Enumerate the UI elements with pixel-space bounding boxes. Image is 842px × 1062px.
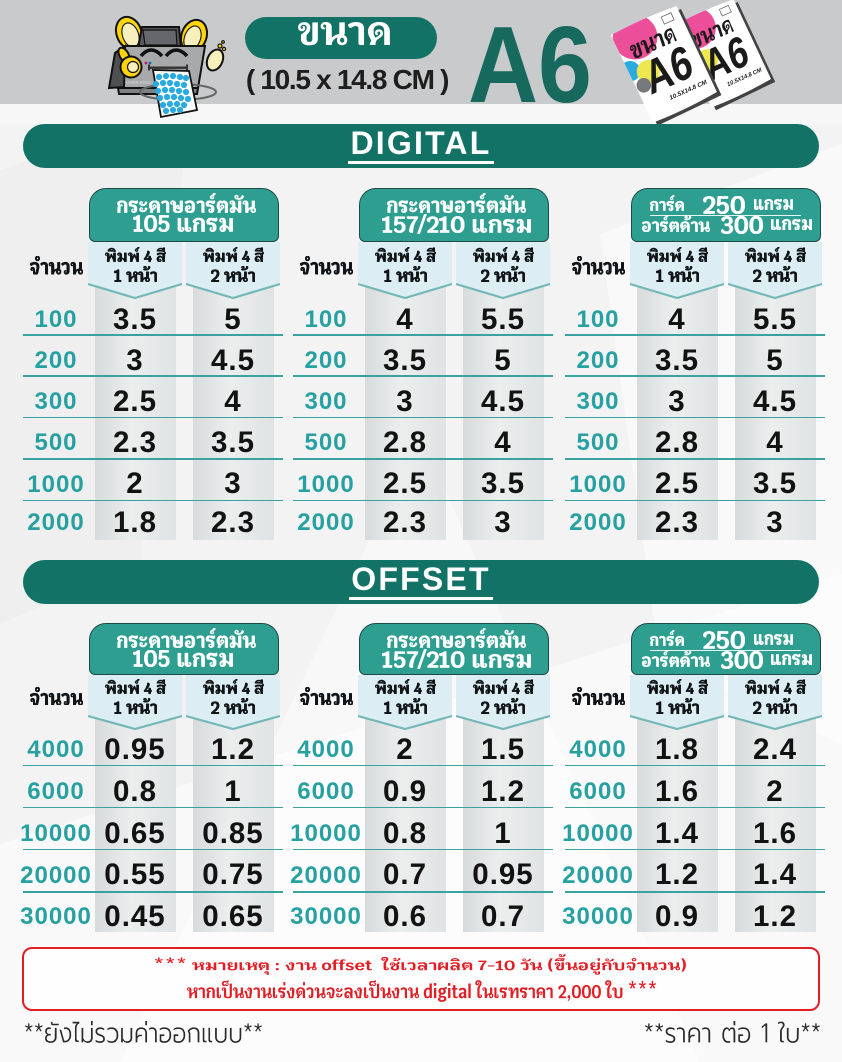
svg-text:OVER KING: OVER KING <box>126 80 152 85</box>
